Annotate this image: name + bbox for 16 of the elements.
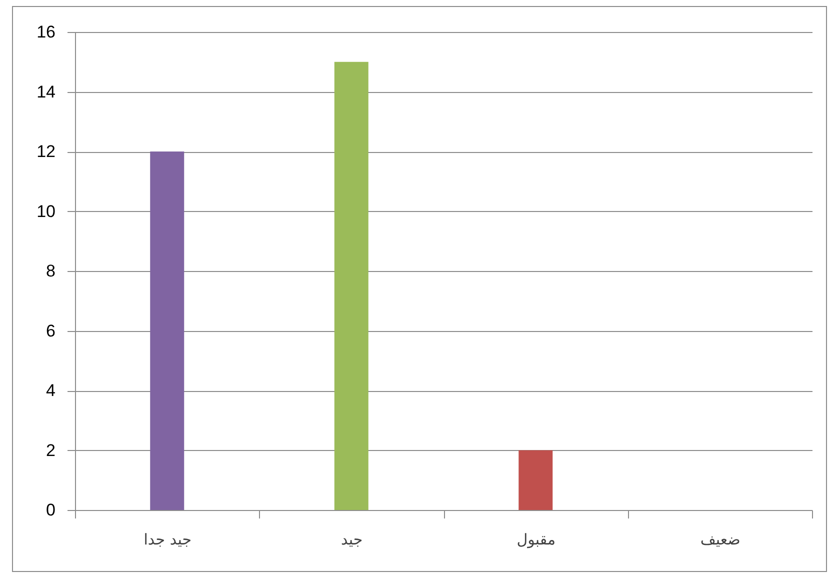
bar <box>150 152 184 510</box>
x-tick-label: مقبول <box>516 530 556 548</box>
y-tick-label: 0 <box>46 500 56 520</box>
y-tick-label: 12 <box>36 142 56 161</box>
y-tick-label: 6 <box>46 321 56 340</box>
x-tick-label: جيد جدا <box>144 530 192 548</box>
y-tick-label: 2 <box>46 440 56 460</box>
x-tick-label: ضعيف <box>700 530 740 548</box>
y-tick-label: 4 <box>46 381 56 400</box>
y-tick-label: 16 <box>36 22 56 42</box>
y-tick-label: 8 <box>46 262 56 280</box>
bar <box>334 62 368 510</box>
y-tick-label: 10 <box>36 202 56 221</box>
x-tick-label: جيد <box>341 530 363 548</box>
bar <box>518 450 553 510</box>
y-tick-label: 14 <box>36 82 56 102</box>
